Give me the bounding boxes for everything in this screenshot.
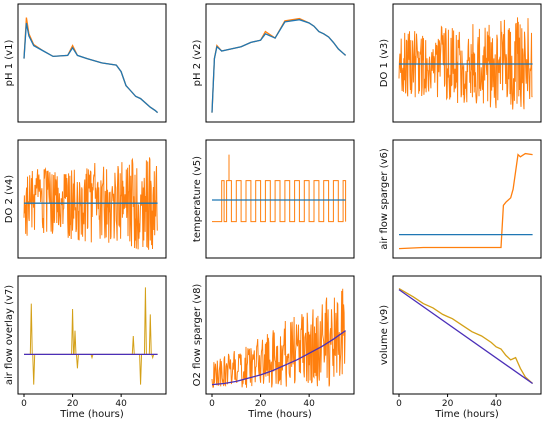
- subplot-3: DO 1 (v3): [379, 3, 542, 123]
- x-tick-label: 20: [67, 399, 79, 409]
- y-axis-label: DO 2 (v4): [4, 175, 15, 223]
- x-tick-label: 20: [255, 399, 267, 409]
- y-axis-label: volume (v9): [379, 305, 390, 365]
- measured-series: [23, 157, 158, 250]
- y-axis-label: DO 1 (v3): [379, 39, 390, 87]
- x-tick-label: 40: [115, 399, 127, 409]
- axes-frame: [17, 275, 167, 395]
- x-tick-label: 40: [490, 399, 502, 409]
- subplot-6: air flow sparger (v6): [379, 139, 542, 259]
- x-tick-label: 40: [303, 399, 315, 409]
- x-axis-label: Time (hours): [247, 409, 312, 420]
- axes-frame: [392, 275, 542, 395]
- subplot-4: DO 2 (v4): [4, 139, 167, 259]
- measured-series: [398, 17, 533, 110]
- y-axis-label: pH 2 (v2): [192, 40, 203, 87]
- y-axis-label: pH 1 (v1): [4, 40, 15, 87]
- series-line-1: [211, 330, 346, 386]
- series-line-1: [398, 287, 534, 384]
- y-axis-label: temperature (v5): [192, 156, 203, 242]
- y-axis-label: O2 flow sparger (v8): [192, 284, 203, 387]
- x-axis-label: Time (hours): [434, 409, 499, 420]
- axes-frame: [205, 3, 355, 123]
- measured-series: [24, 287, 158, 385]
- subplot-5: temperature (v5): [192, 139, 355, 259]
- measured-series: [211, 288, 346, 388]
- series-line-2: [23, 22, 159, 114]
- x-tick-label: 0: [396, 399, 402, 409]
- series-line-2: [211, 19, 347, 113]
- y-axis-label: air flow sparger (v6): [379, 148, 390, 250]
- x-tick-label: 0: [21, 399, 27, 409]
- measured-series: [212, 180, 347, 223]
- series-line-2: [398, 289, 533, 385]
- series-line-1: [398, 152, 533, 250]
- x-tick-label: 20: [442, 399, 454, 409]
- subplot-1: pH 1 (v1): [4, 3, 167, 123]
- subplot-2: pH 2 (v2): [192, 3, 355, 123]
- axes-frame: [392, 139, 542, 259]
- y-axis-label: air flow overlay (v7): [4, 285, 15, 385]
- axes-frame: [17, 3, 167, 123]
- x-tick-label: 0: [209, 399, 215, 409]
- x-axis-label: Time (hours): [59, 409, 124, 420]
